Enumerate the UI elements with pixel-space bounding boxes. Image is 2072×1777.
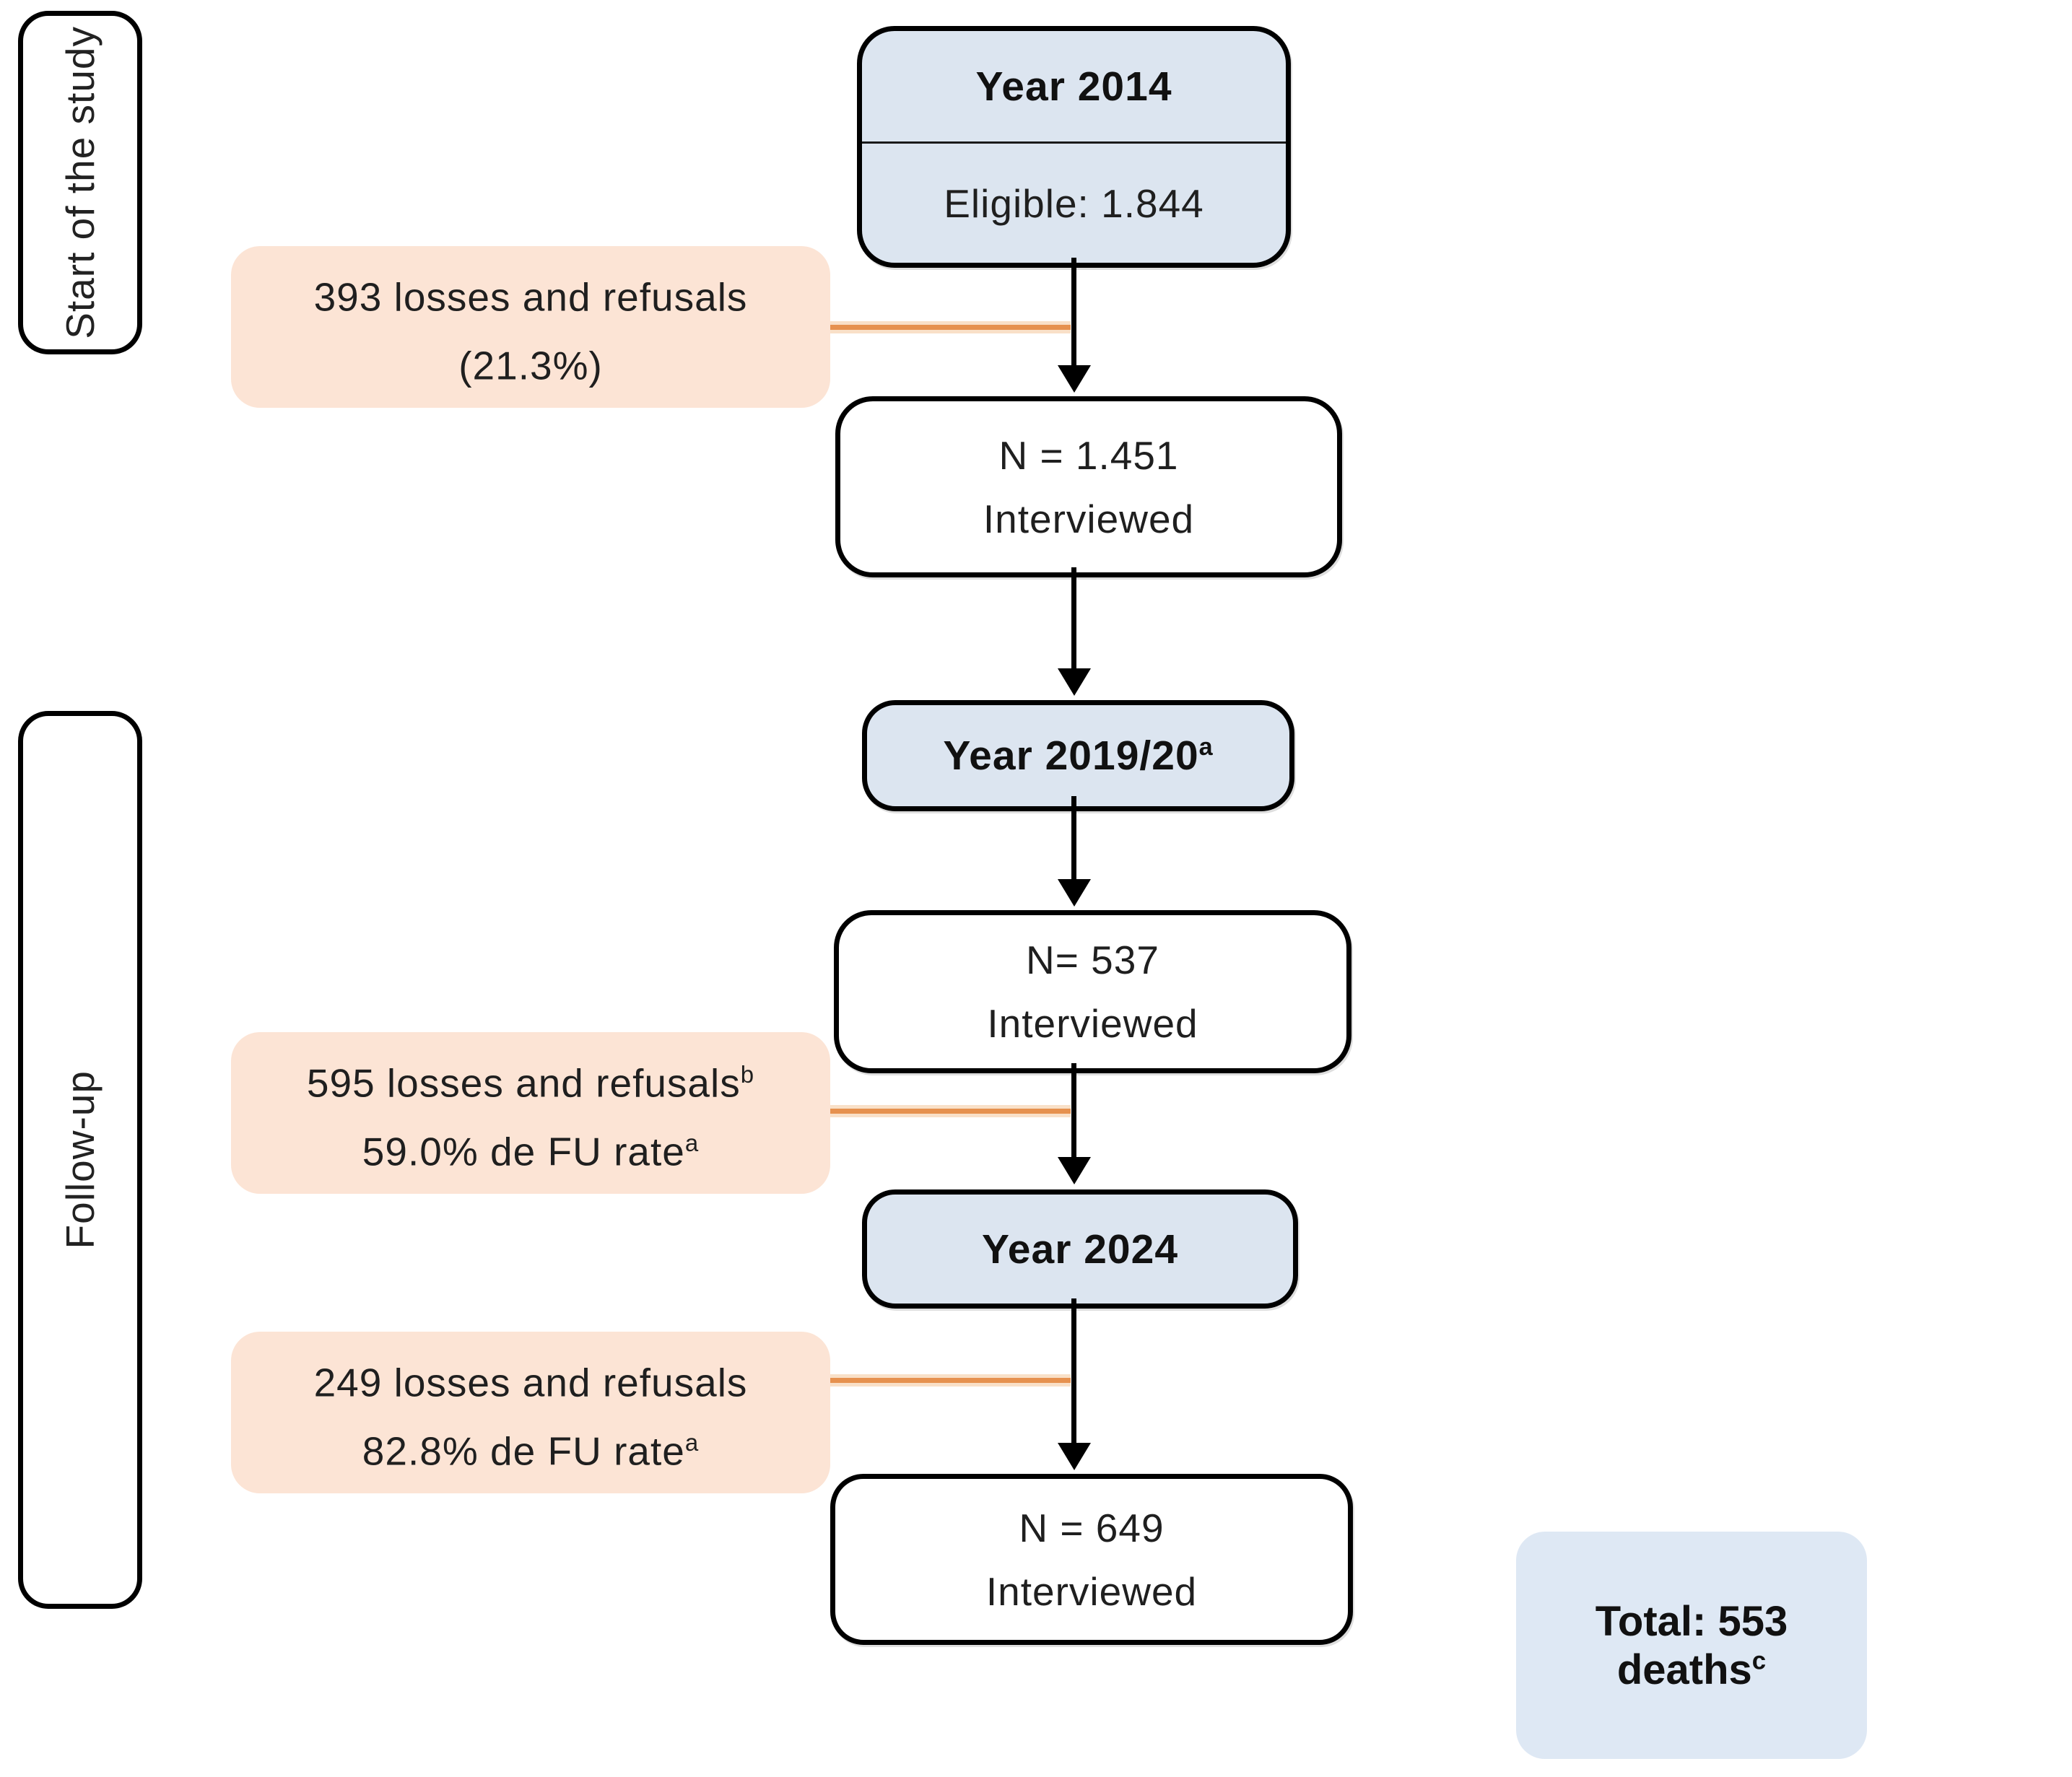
arrow-head-5 (1058, 1443, 1091, 1470)
node-year-2014: Year 2014 Eligible: 1.844 (857, 26, 1291, 268)
node-n-1451-label: Interviewed (983, 496, 1195, 541)
node-n-537-value: N= 537 (1026, 938, 1159, 982)
arrow-line-3 (1071, 796, 1076, 882)
arrow-head-3 (1058, 879, 1091, 907)
node-n-649-label: Interviewed (985, 1568, 1198, 1614)
node-n-1451-interviewed: N = 1.451 Interviewed (835, 396, 1342, 577)
connector-orange-3 (830, 1378, 1071, 1383)
connector-orange-1 (830, 325, 1071, 330)
phase-label-start-of-study: Start of the study (18, 11, 142, 354)
total-deaths-text-main: Total: 553 deaths (1595, 1597, 1788, 1693)
phase-label-start-text: Start of the study (58, 26, 103, 339)
node-year-2014-subtitle-area: Eligible: 1.844 (862, 144, 1286, 263)
arrow-head-4 (1058, 1157, 1091, 1184)
total-deaths-text: Total: 553 deathsc (1516, 1597, 1867, 1694)
note-1-line1-text: 393 losses and refusals (313, 274, 748, 319)
arrow-line-5 (1071, 1298, 1076, 1446)
node-year-2014-title-area: Year 2014 (862, 31, 1286, 141)
node-year-2014-subtitle: Eligible: 1.844 (944, 180, 1204, 226)
arrow-head-1 (1058, 365, 1091, 393)
note-losses-2019-line1: 595 losses and refusalsb (307, 1044, 754, 1113)
node-n-649-interviewed: N = 649 Interviewed (830, 1474, 1353, 1645)
node-n-537-label: Interviewed (987, 1001, 1198, 1046)
node-year-2019-20-title-sup: a (1198, 733, 1214, 761)
note-2-line1-text: 595 losses and refusals (306, 1060, 741, 1105)
total-deaths-box: Total: 553 deathsc (1516, 1532, 1867, 1759)
note-2-line2-sup: a (684, 1130, 700, 1156)
node-n-1451-value: N = 1.451 (998, 432, 1179, 478)
note-losses-2019-line2: 59.0% de FU ratea (362, 1113, 699, 1182)
arrow-line-1 (1071, 258, 1076, 368)
node-year-2014-title: Year 2014 (975, 63, 1172, 110)
note-3-line2-sup: a (684, 1429, 700, 1456)
note-3-line1-text: 249 losses and refusals (313, 1360, 748, 1405)
note-losses-2014-line2: (21.3%) (458, 327, 603, 396)
note-losses-2024: 249 losses and refusals 82.8% de FU rate… (231, 1332, 830, 1493)
note-1-line2-text: (21.3%) (458, 343, 603, 388)
note-2-line1-sup: b (740, 1060, 755, 1088)
note-losses-2014: 393 losses and refusals (21.3%) (231, 246, 830, 408)
note-losses-2019: 595 losses and refusalsb 59.0% de FU rat… (231, 1032, 830, 1194)
node-year-2019-20-title: Year 2019/20a (943, 732, 1213, 780)
note-losses-2024-line1: 249 losses and refusals (314, 1344, 748, 1413)
divider-line (862, 141, 1286, 144)
note-losses-2024-line2: 82.8% de FU ratea (362, 1413, 699, 1481)
arrow-line-2 (1071, 567, 1076, 671)
note-losses-2014-line1: 393 losses and refusals (314, 258, 748, 327)
phase-label-follow-up: Follow-up (18, 711, 142, 1609)
note-3-line2-text: 82.8% de FU rate (362, 1428, 685, 1474)
connector-orange-2 (830, 1109, 1071, 1114)
node-n-537-interviewed: N= 537 Interviewed (834, 910, 1351, 1073)
node-year-2019-20: Year 2019/20a (862, 700, 1294, 811)
node-year-2024: Year 2024 (862, 1189, 1298, 1309)
note-2-line2-text: 59.0% de FU rate (362, 1129, 685, 1174)
node-year-2019-20-title-text: Year 2019/20 (943, 733, 1199, 779)
node-year-2024-title: Year 2024 (981, 1226, 1179, 1272)
arrow-head-2 (1058, 668, 1091, 696)
node-n-649-value: N = 649 (1019, 1505, 1165, 1550)
total-deaths-text-sup: c (1751, 1646, 1767, 1675)
phase-label-follow-text: Follow-up (58, 1070, 103, 1249)
arrow-line-4 (1071, 1063, 1076, 1160)
